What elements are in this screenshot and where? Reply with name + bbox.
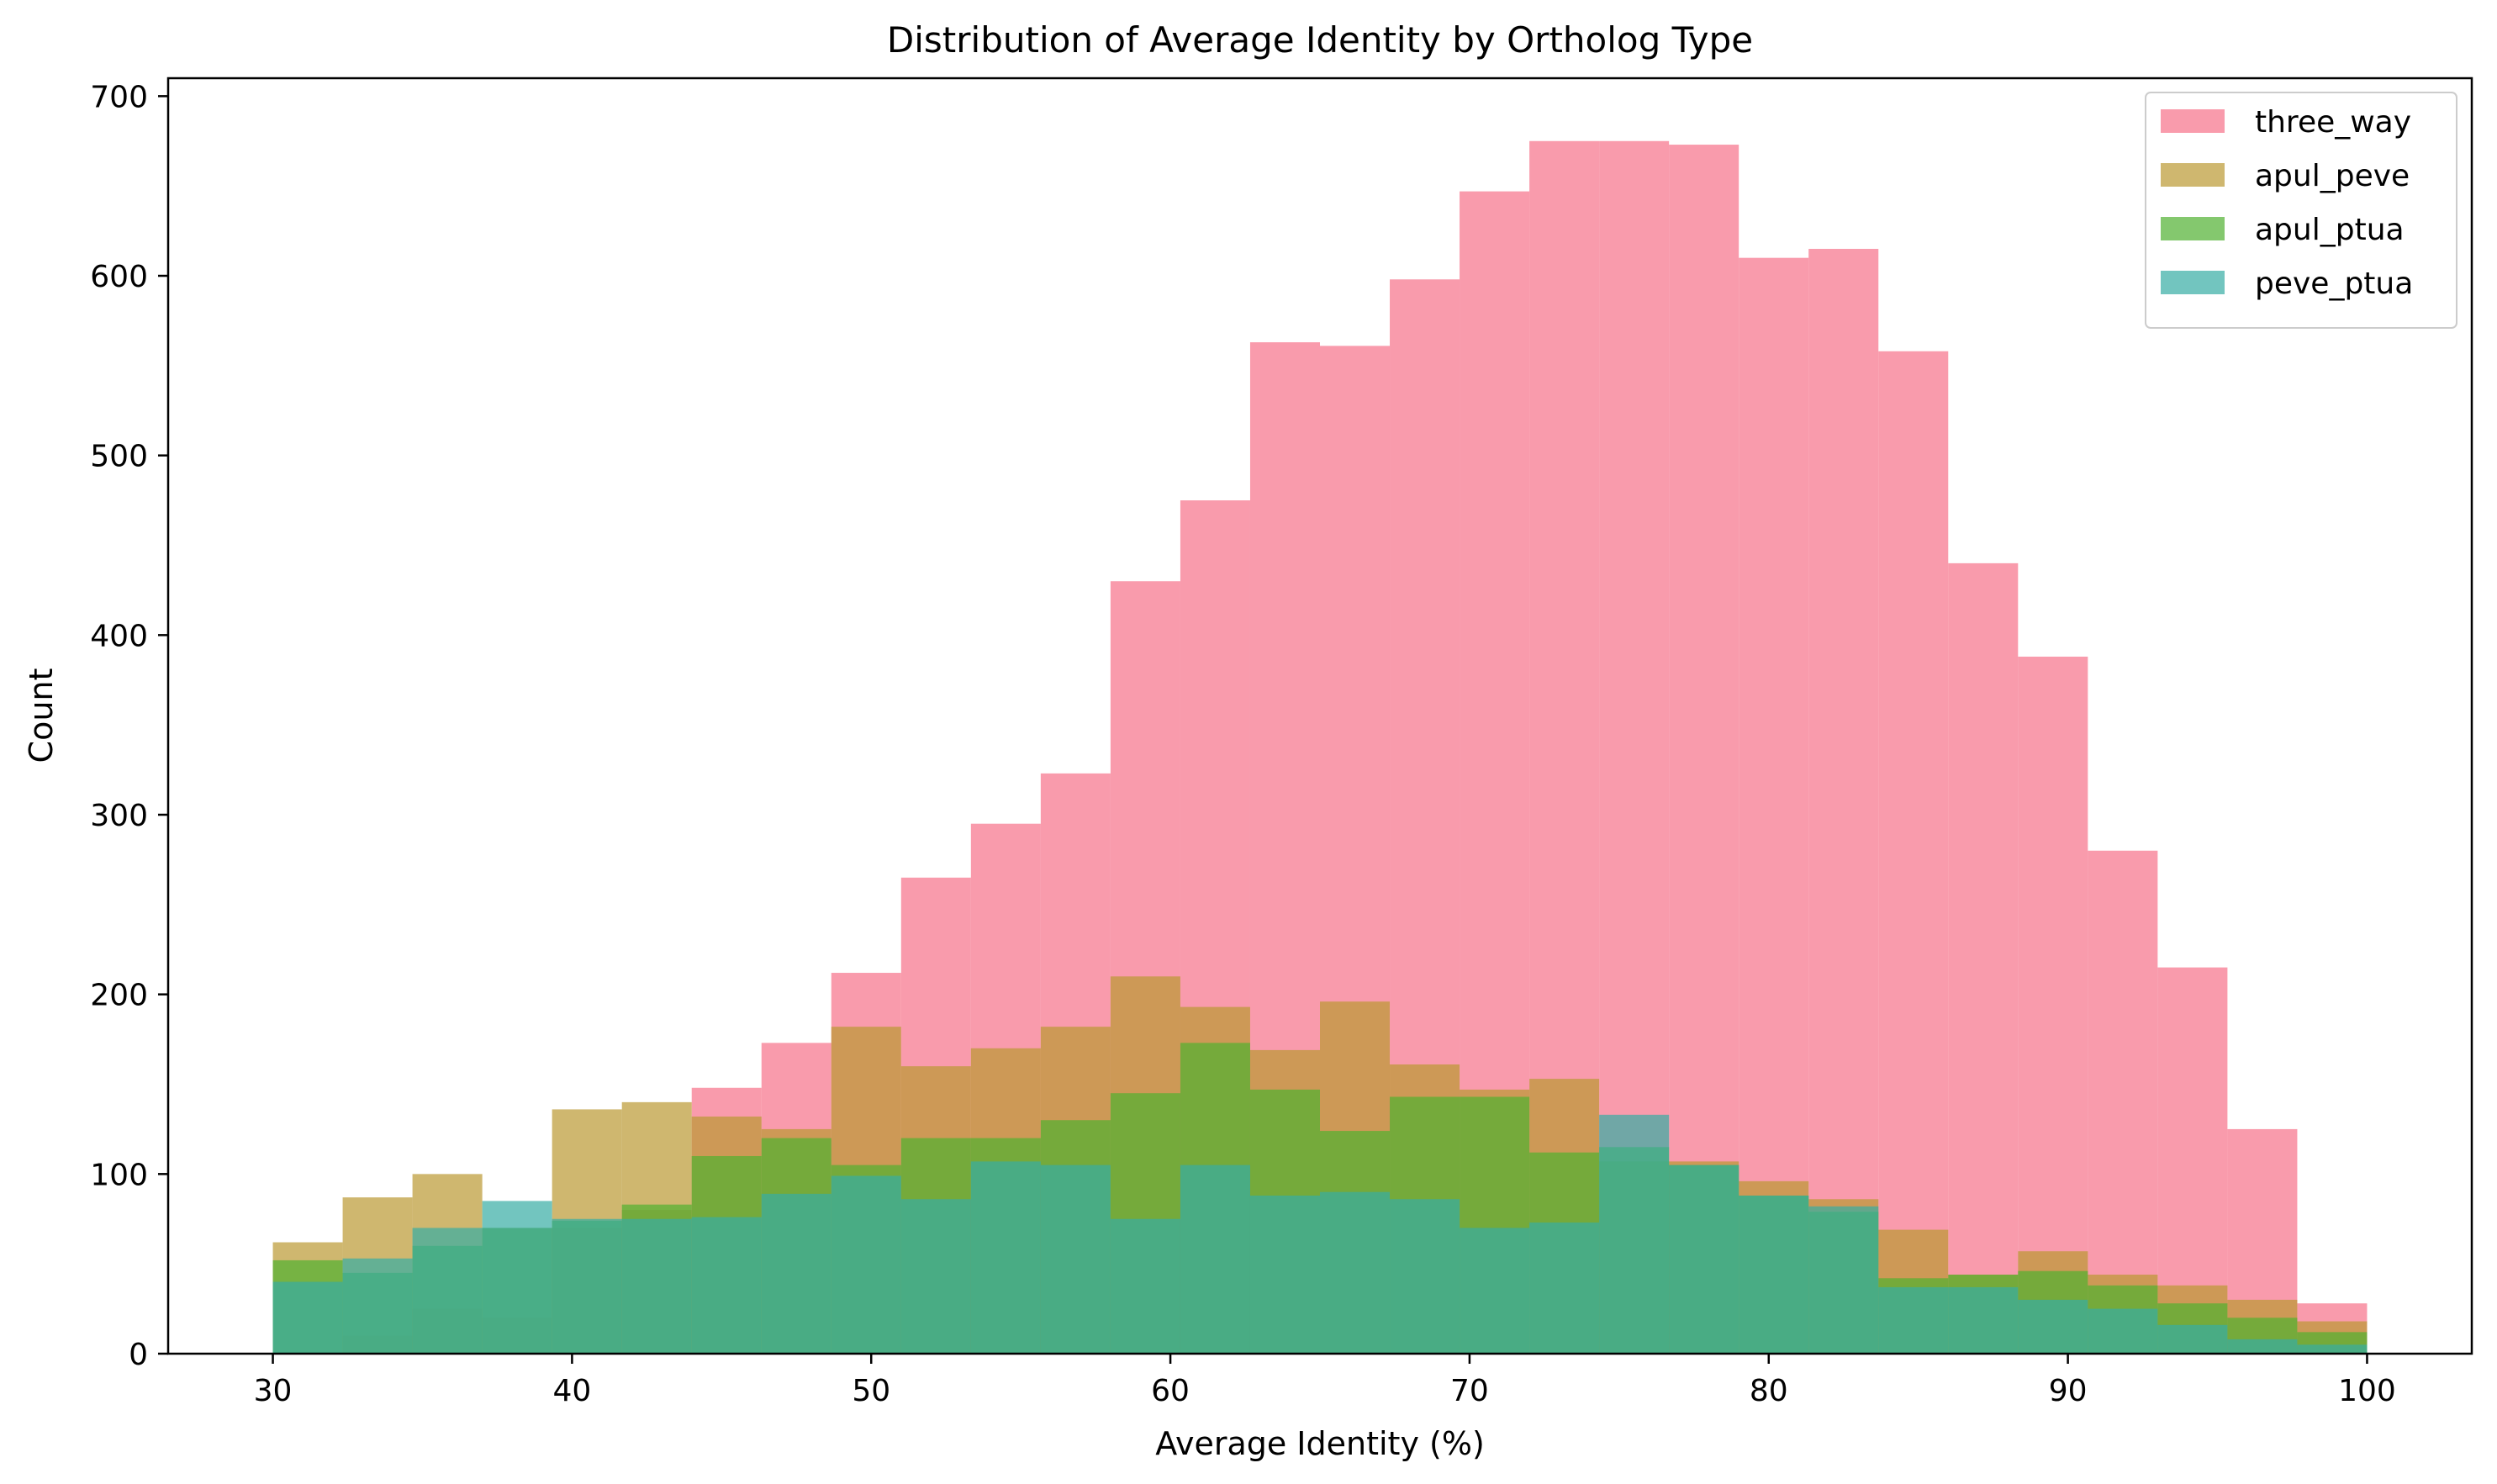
y-tick-label: 500: [90, 440, 148, 474]
bar-peve_ptua-19: [1599, 1114, 1670, 1354]
bar-peve_ptua-0: [272, 1281, 343, 1354]
x-tick-label: 100: [2338, 1374, 2396, 1408]
legend-swatch-three_way: [2161, 109, 2225, 133]
bar-peve_ptua-1: [342, 1258, 413, 1354]
x-tick-label: 70: [1450, 1374, 1489, 1408]
bar-peve_ptua-11: [1040, 1164, 1111, 1354]
bar-three_way-22: [1808, 248, 1879, 1354]
legend-label-peve_ptua: peve_ptua: [2255, 267, 2413, 301]
bar-peve_ptua-25: [2018, 1299, 2088, 1354]
bar-three_way-20: [1669, 145, 1739, 1354]
x-tick-label: 90: [2049, 1374, 2088, 1408]
y-tick-label: 600: [90, 260, 148, 294]
legend-swatch-apul_peve: [2161, 163, 2225, 187]
x-tick-label: 50: [852, 1374, 890, 1408]
bar-peve_ptua-4: [552, 1218, 622, 1354]
bar-peve_ptua-15: [1320, 1191, 1391, 1354]
x-tick-label: 80: [1750, 1374, 1788, 1408]
bar-peve_ptua-14: [1249, 1195, 1320, 1354]
y-tick-label: 700: [90, 80, 148, 114]
y-tick-label: 300: [90, 799, 148, 833]
bar-peve_ptua-27: [2157, 1324, 2228, 1354]
legend-label-apul_peve: apul_peve: [2255, 159, 2410, 193]
x-axis: 30 40 50 60 70 80 90 100: [254, 1354, 2396, 1408]
bar-peve_ptua-24: [1948, 1286, 2019, 1354]
legend-label-three_way: three_way: [2255, 105, 2411, 140]
bar-peve_ptua-18: [1529, 1223, 1600, 1354]
bar-peve_ptua-20: [1669, 1164, 1739, 1354]
bars-group: [272, 140, 2368, 1355]
bar-peve_ptua-29: [2297, 1344, 2368, 1354]
bar-peve_ptua-28: [2227, 1339, 2298, 1354]
bar-peve_ptua-22: [1808, 1206, 1879, 1354]
bar-peve_ptua-5: [621, 1218, 692, 1354]
chart-title: Distribution of Average Identity by Orth…: [887, 19, 1753, 61]
y-tick-label: 400: [90, 619, 148, 653]
bar-peve_ptua-12: [1110, 1218, 1180, 1354]
bar-peve_ptua-10: [970, 1161, 1041, 1354]
bar-peve_ptua-7: [761, 1193, 831, 1354]
y-axis: 0 100 200 300 400 500 600 700: [90, 80, 168, 1372]
legend-label-apul_ptua: apul_ptua: [2255, 213, 2405, 247]
x-axis-label: Average Identity (%): [1155, 1425, 1485, 1462]
plot-frame: [166, 77, 2473, 1355]
bar-three_way-21: [1739, 257, 1809, 1354]
x-tick-label: 30: [254, 1374, 293, 1408]
y-tick-label: 0: [129, 1338, 148, 1372]
y-tick-label: 200: [90, 979, 148, 1013]
bar-three_way-24: [1948, 562, 2019, 1354]
bar-peve_ptua-8: [831, 1175, 901, 1354]
bar-peve_ptua-2: [412, 1228, 483, 1354]
legend: three_way apul_peve apul_ptua peve_ptua: [2145, 92, 2457, 329]
bar-three_way-23: [1878, 351, 1949, 1354]
bar-peve_ptua-6: [691, 1217, 762, 1354]
bar-peve_ptua-16: [1390, 1199, 1460, 1354]
bar-peve_ptua-3: [482, 1201, 552, 1354]
bar-peve_ptua-26: [2088, 1308, 2158, 1354]
legend-swatch-apul_ptua: [2161, 217, 2225, 240]
x-tick-label: 60: [1151, 1374, 1190, 1408]
legend-swatch-peve_ptua: [2161, 271, 2225, 294]
legend-box: [2145, 92, 2457, 329]
bar-three_way-26: [2088, 850, 2158, 1354]
bar-peve_ptua-13: [1180, 1164, 1250, 1354]
y-axis-label: Count: [23, 668, 60, 763]
bar-peve_ptua-21: [1739, 1195, 1809, 1354]
y-tick-label: 100: [90, 1158, 148, 1192]
bar-peve_ptua-23: [1878, 1286, 1949, 1354]
bar-three_way-25: [2018, 656, 2088, 1354]
bar-peve_ptua-17: [1460, 1228, 1530, 1354]
x-tick-label: 40: [552, 1374, 591, 1408]
bar-peve_ptua-9: [900, 1199, 971, 1354]
